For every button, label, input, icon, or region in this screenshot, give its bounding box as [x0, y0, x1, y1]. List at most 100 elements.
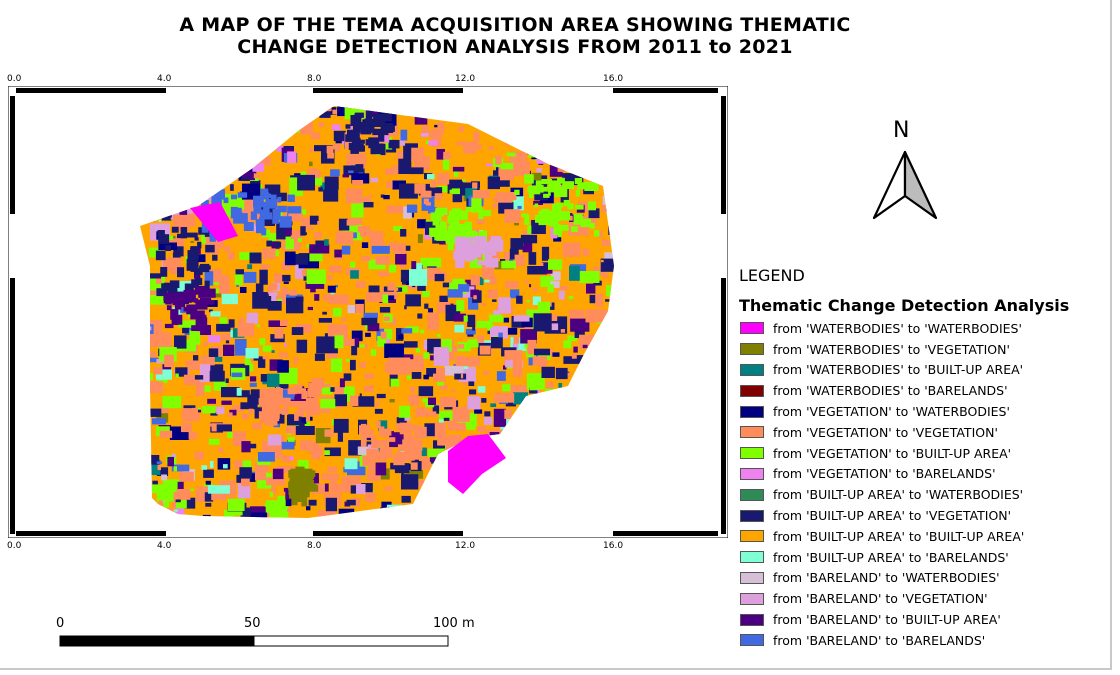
raster-cell: [179, 471, 194, 482]
raster-cell: [439, 239, 447, 245]
raster-cell: [395, 253, 407, 265]
legend-label: from 'WATERBODIES' to 'VEGETATION': [773, 341, 1010, 357]
raster-cell: [364, 373, 374, 379]
raster-cell: [228, 319, 235, 328]
legend-item: from 'VEGETATION' to 'WATERBODIES': [740, 401, 1024, 422]
raster-cluster-cell: [353, 122, 361, 133]
raster-cell: [323, 294, 340, 302]
x-tick-label-bottom: 4.0: [157, 541, 172, 551]
raster-cell: [276, 146, 286, 152]
raster-cell: [266, 477, 285, 486]
legend-label: from 'WATERBODIES' to 'BUILT-UP AREA': [773, 362, 1024, 378]
raster-cell: [332, 109, 340, 115]
raster-cell: [466, 422, 476, 430]
raster-cell: [473, 131, 480, 144]
raster-cell: [298, 238, 302, 243]
raster-cell: [454, 324, 465, 333]
north-arrow: N: [868, 118, 942, 228]
raster-cell: [234, 339, 247, 356]
raster-cell: [563, 340, 572, 349]
raster-cluster-cell: [172, 297, 184, 306]
raster-cell: [428, 140, 438, 146]
raster-cell: [376, 393, 386, 399]
raster-cell: [386, 181, 393, 188]
raster-cell: [211, 492, 227, 501]
raster-cell: [355, 164, 364, 173]
raster-cell: [344, 458, 358, 470]
raster-cell: [528, 252, 537, 265]
raster-cluster-cell: [257, 209, 270, 214]
raster-cell: [434, 273, 445, 282]
raster-cluster-cell: [281, 407, 289, 415]
raster-cluster-cell: [200, 263, 210, 273]
raster-cluster-cell: [541, 179, 552, 185]
raster-cluster-cell: [469, 230, 477, 236]
raster-cell: [524, 174, 534, 184]
raster-cell: [434, 193, 443, 200]
raster-cluster-cell: [454, 211, 468, 220]
raster-cell: [368, 194, 372, 199]
raster-cell: [318, 318, 332, 323]
raster-cell: [370, 349, 377, 356]
raster-cell: [493, 310, 500, 315]
raster-cluster-cell: [538, 184, 544, 193]
raster-cell: [512, 343, 519, 350]
raster-cluster-cell: [404, 450, 415, 461]
raster-cluster-cell: [305, 475, 311, 484]
raster-cell: [492, 299, 497, 302]
raster-cell: [243, 271, 257, 283]
raster-cluster-cell: [396, 423, 410, 431]
raster-cell: [207, 269, 223, 279]
raster-cluster-cell: [552, 204, 562, 214]
raster-cell: [398, 158, 412, 174]
raster-cell: [173, 509, 178, 512]
raster-cell: [558, 290, 565, 300]
raster-cell: [419, 447, 427, 457]
raster-cell: [314, 145, 333, 152]
raster-cluster-cell: [380, 143, 386, 156]
raster-cell: [159, 430, 173, 438]
raster-cluster-cell: [279, 216, 292, 228]
raster-cluster-cell: [270, 194, 277, 203]
raster-cluster-cell: [445, 237, 457, 244]
raster-cluster-cell: [190, 304, 196, 314]
raster-cell: [470, 289, 479, 298]
raster-cell: [353, 337, 360, 348]
raster-cell: [442, 159, 450, 170]
raster-cell: [513, 196, 524, 211]
raster-cell: [477, 335, 484, 343]
raster-cell: [352, 232, 357, 239]
raster-cell: [552, 352, 560, 357]
raster-cell: [393, 464, 405, 470]
raster-cell: [529, 266, 544, 274]
raster-cell: [439, 385, 448, 390]
raster-cell: [455, 355, 465, 367]
scale-label-50: 50: [244, 616, 261, 631]
raster-cell: [384, 343, 404, 358]
raster-cell: [595, 293, 603, 307]
raster-cell: [262, 345, 272, 352]
raster-cell: [336, 257, 343, 260]
raster-cell: [415, 407, 428, 417]
raster-cell: [324, 447, 341, 457]
raster-cluster-cell: [296, 410, 304, 417]
raster-cluster-cell: [266, 400, 279, 405]
raster-cell: [201, 231, 208, 244]
raster-cell: [380, 194, 385, 198]
raster-cell: [378, 420, 388, 432]
raster-cell: [278, 352, 289, 358]
raster-cell: [277, 413, 285, 424]
legend-item: from 'WATERBODIES' to 'WATERBODIES': [740, 318, 1024, 339]
raster-cell: [327, 285, 336, 293]
raster-cell: [423, 374, 429, 380]
raster-cell: [274, 274, 291, 282]
raster-cell: [384, 486, 393, 491]
raster-cell: [193, 355, 199, 361]
raster-cluster-cell: [434, 210, 444, 217]
raster-cell: [427, 448, 445, 458]
raster-cell: [426, 368, 437, 377]
raster-cluster-cell: [397, 444, 409, 450]
raster-cell: [401, 495, 411, 503]
raster-cluster-cell: [467, 237, 478, 242]
raster-cluster-cell: [289, 490, 301, 499]
